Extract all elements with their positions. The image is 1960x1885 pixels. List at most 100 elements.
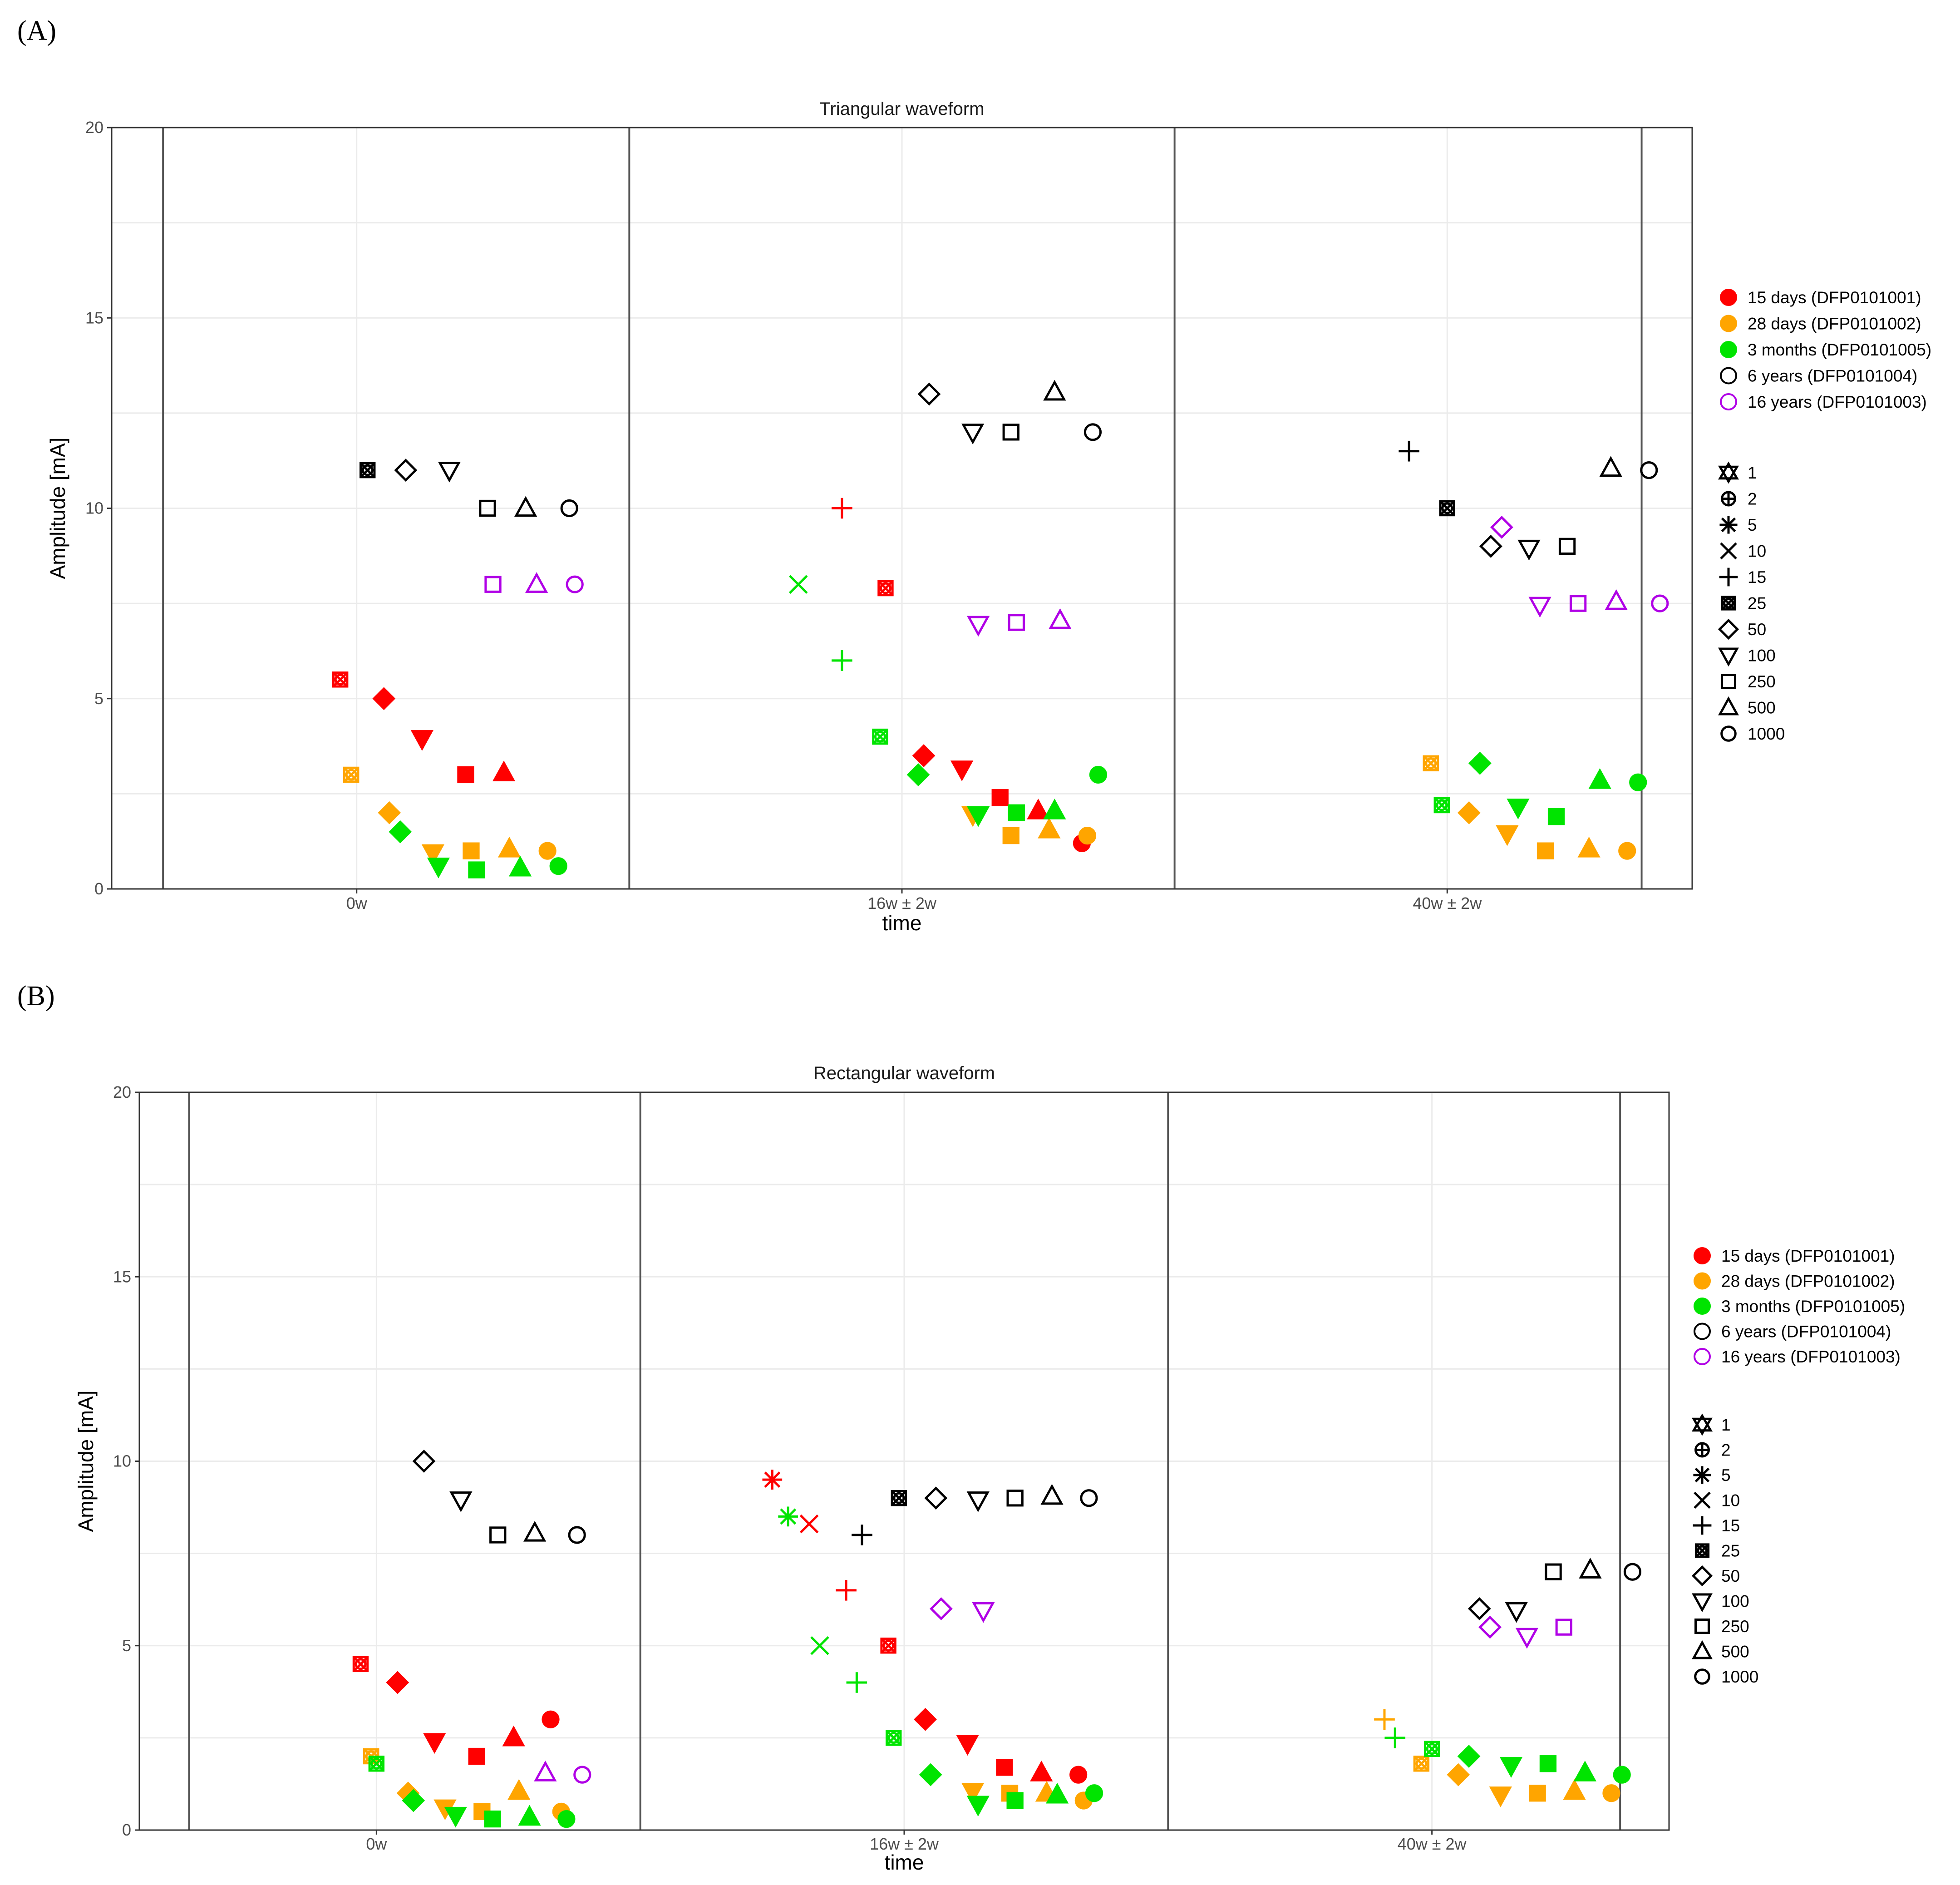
legend-label: 3 months (DFP0101005) [1748, 340, 1931, 359]
data-point [1651, 594, 1669, 612]
data-point [1040, 1484, 1064, 1505]
asterisk-icon [1719, 516, 1738, 534]
y-tick-label: 0 [94, 879, 103, 898]
data-point [1049, 608, 1072, 629]
data-point [525, 572, 548, 593]
legend-item: 25 [1721, 594, 1766, 613]
data-point [1489, 1786, 1512, 1807]
data-point [1008, 804, 1025, 821]
data-point [1529, 1785, 1546, 1802]
legend-label: 1 [1721, 1416, 1731, 1434]
legend-label: 16 years (DFP0101003) [1748, 393, 1927, 411]
legend-label: 15 [1721, 1516, 1740, 1535]
data-point [1089, 765, 1108, 784]
data-point [394, 459, 418, 482]
data-point [1573, 1761, 1596, 1781]
legend-label: 15 days (DFP0101001) [1721, 1247, 1895, 1265]
y-tick-label: 20 [85, 118, 103, 137]
data-point [410, 730, 433, 751]
data-point [917, 382, 941, 406]
data-point [1447, 1763, 1470, 1786]
legend-groups: 15 days (DFP0101001) 28 days (DFP0101002)… [1694, 1247, 1905, 1366]
legend-item: 15 days (DFP0101001) [1694, 1247, 1895, 1265]
data-point [1496, 825, 1519, 846]
data-point [557, 1810, 576, 1828]
squarecross-icon [1721, 596, 1736, 611]
data-point [457, 766, 474, 784]
data-point [1457, 1745, 1481, 1768]
legend-item: 25 [1694, 1542, 1740, 1560]
data-point [468, 1747, 485, 1765]
data-point [1536, 842, 1554, 859]
data-point [924, 1486, 948, 1510]
tri_up-icon [1718, 696, 1739, 716]
legend-swatch [1720, 341, 1737, 358]
legend-swatch [1694, 1272, 1711, 1290]
legend-item: 2 [1721, 490, 1757, 508]
data-point [972, 1602, 995, 1623]
legend-label: 1000 [1748, 725, 1785, 743]
data-point [872, 728, 888, 745]
data-point [1558, 538, 1576, 555]
legend-item: 6 years (DFP0101004) [1720, 367, 1917, 385]
x-axis-label: time [882, 911, 922, 935]
data-point [836, 1580, 857, 1601]
legend-item: 500 [1718, 696, 1776, 717]
data-point [484, 576, 502, 593]
data-point [378, 801, 401, 824]
data-point [534, 1761, 557, 1781]
legend-swatch [1694, 1298, 1711, 1315]
data-point [1547, 808, 1565, 825]
x-tick-label: 16w ± 2w [870, 1835, 939, 1853]
legend-item: 28 days (DFP0101002) [1720, 315, 1921, 333]
data-point [507, 1779, 531, 1800]
legend-item: 16 years (DFP0101003) [1694, 1347, 1901, 1366]
panel-label: (B) [17, 981, 55, 1012]
data-point [386, 1671, 409, 1694]
data-point [1623, 1563, 1642, 1581]
data-point [1539, 1755, 1557, 1772]
data-point [1433, 797, 1450, 814]
legend-item: 3 months (DFP0101005) [1720, 340, 1931, 359]
legend-item: 1000 [1720, 725, 1785, 743]
legend-label: 25 [1721, 1542, 1740, 1560]
tri_down-icon [1718, 647, 1739, 667]
legend-label: 2 [1748, 490, 1757, 508]
legend-label: 3 months (DFP0101005) [1721, 1297, 1905, 1316]
x-tick-label: 40w ± 2w [1398, 1835, 1467, 1853]
diamond-icon [1691, 1565, 1713, 1587]
legend-item: 3 months (DFP0101005) [1694, 1297, 1905, 1316]
x-icon [1720, 542, 1737, 560]
data-point [1374, 1709, 1395, 1730]
legend-label: 25 [1748, 594, 1766, 613]
legend-item: 1000 [1694, 1668, 1758, 1686]
panel-label: (A) [17, 15, 56, 46]
data-point [1083, 423, 1102, 441]
data-point [832, 650, 852, 671]
data-point [1545, 1563, 1562, 1580]
data-point [1457, 801, 1481, 824]
legend-item: 50 [1718, 618, 1766, 640]
circle-icon [1694, 1668, 1710, 1685]
legend-label: 15 [1748, 568, 1766, 587]
data-point [996, 1759, 1013, 1776]
legend-item: 5 [1693, 1466, 1731, 1485]
legend-label: 5 [1748, 516, 1757, 534]
data-point [1046, 1782, 1069, 1804]
data-point [778, 1506, 798, 1527]
data-point [891, 1490, 907, 1506]
data-point [332, 671, 349, 688]
legend-item: 5 [1719, 516, 1757, 534]
legend-item: 100 [1692, 1592, 1749, 1613]
data-point [1078, 827, 1097, 845]
circle-icon [1720, 725, 1737, 742]
data-point [1002, 827, 1019, 844]
square-icon [1721, 674, 1736, 689]
legend-label: 16 years (DFP0101003) [1721, 1347, 1901, 1366]
legend-swatch [1694, 1247, 1711, 1264]
y-axis-label: Amplitude [mA] [74, 1391, 98, 1532]
data-point [412, 1450, 436, 1473]
data-point [1080, 1489, 1098, 1507]
